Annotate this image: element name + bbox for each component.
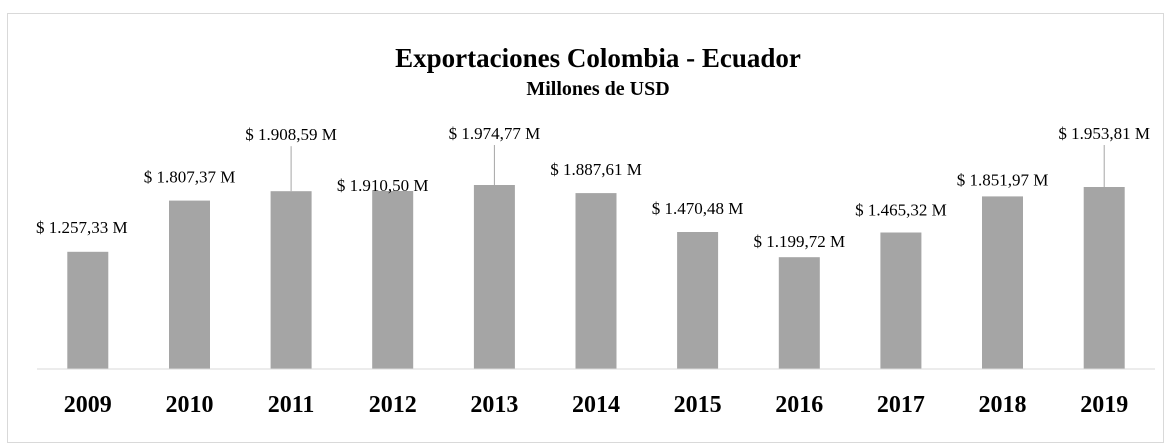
- x-tick-label-2013: 2013: [470, 392, 518, 418]
- chart-title: Exportaciones Colombia - Ecuador: [395, 43, 801, 73]
- x-tick-label-2018: 2018: [979, 392, 1027, 418]
- x-tick-label-2014: 2014: [572, 392, 620, 418]
- x-tick-label-2017: 2017: [877, 392, 925, 418]
- data-label-2016: $ 1.199,72 M: [753, 232, 845, 251]
- bar-2011: [270, 191, 312, 369]
- data-label-2014: $ 1.887,61 M: [550, 160, 642, 179]
- x-tick-label-2011: 2011: [268, 392, 315, 418]
- data-label-2013: $ 1.974,77 M: [449, 124, 541, 143]
- x-tick-label-2015: 2015: [674, 392, 722, 418]
- leader-lines: [290, 145, 1105, 192]
- bar-2017: [880, 232, 922, 369]
- x-tick-label-2019: 2019: [1080, 392, 1128, 418]
- data-label-2019: $ 1.953,81 M: [1058, 124, 1150, 143]
- data-labels-group: $ 1.257,33 M $ 1.807,37 M $ 1.908,59 M $ 1.…: [36, 124, 1150, 251]
- bar-2018: [982, 196, 1023, 369]
- bar-2013: [473, 185, 515, 369]
- bar-2019: [1083, 187, 1125, 369]
- x-tick-label-2016: 2016: [775, 392, 823, 418]
- bar-2012: [372, 191, 414, 369]
- chart-svg: Exportaciones Colombia - Ecuador Millone…: [36, 43, 1155, 418]
- x-tick-label-2012: 2012: [369, 392, 417, 418]
- data-label-2017: $ 1.465,32 M: [855, 201, 947, 220]
- x-tick-labels-group: 2009 2010 2011 2012 2013 2014 2015 2016 2017 2018…: [64, 392, 1128, 418]
- chart-subtitle: Millones de USD: [526, 78, 669, 100]
- data-label-2010: $ 1.807,37 M: [144, 168, 236, 187]
- bars-group: [67, 185, 1125, 369]
- data-label-2011: $ 1.908,59 M: [245, 125, 337, 144]
- bar-2009: [67, 251, 109, 369]
- bar-2016: [778, 257, 820, 369]
- data-label-2009: $ 1.257,33 M: [36, 218, 128, 237]
- bar-2010: [169, 200, 210, 369]
- data-label-2018: $ 1.851,97 M: [957, 170, 1049, 189]
- x-tick-label-2009: 2009: [64, 392, 112, 418]
- x-tick-label-2010: 2010: [166, 392, 214, 418]
- data-label-2012: $ 1.910,50 M: [337, 176, 429, 195]
- bar-2014: [575, 193, 617, 369]
- data-label-2015: $ 1.470,48 M: [652, 199, 744, 218]
- bar-2015: [677, 232, 719, 369]
